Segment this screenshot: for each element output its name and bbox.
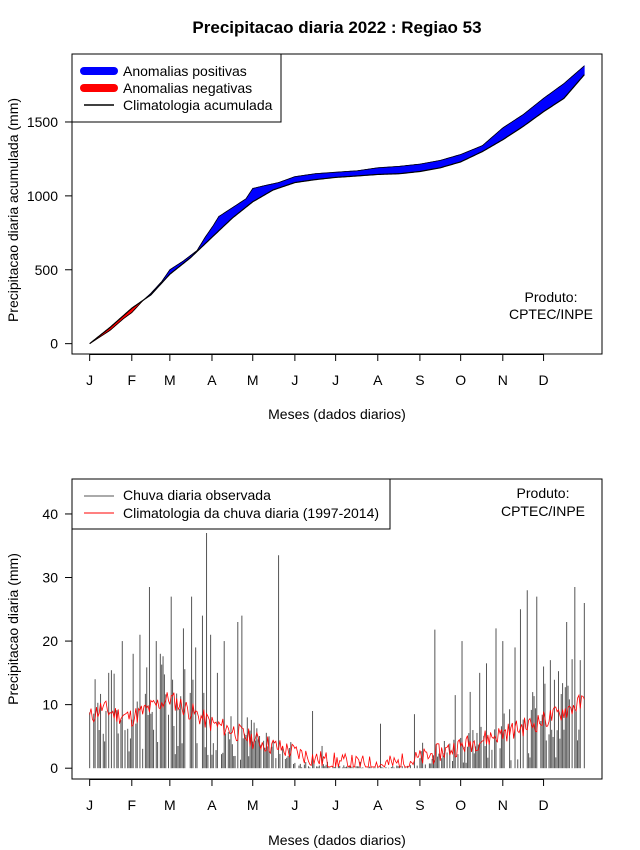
daily-x-tick-label: N — [498, 797, 508, 813]
cumulative-x-tick-label: D — [539, 372, 549, 388]
negative-anomaly-label: Anomalias negativas — [123, 80, 252, 96]
cumulative-x-tick-label: J — [291, 372, 298, 388]
daily-x-tick-label: J — [86, 797, 93, 813]
daily-x-tick-label: S — [415, 797, 424, 813]
daily-axes: J F M A M J J A S O N D 0 10 20 30 40 — [42, 506, 548, 813]
cumulative-x-axis-title: Meses (dados diarios) — [268, 406, 406, 422]
cumulative-y-tick-label: 1500 — [27, 114, 58, 130]
climatology-cumulative-line — [89, 74, 585, 345]
daily-x-tick-label: O — [455, 797, 466, 813]
chart-title: Precipitacao diaria 2022 : Regiao 53 — [192, 18, 481, 37]
daily-x-tick-label: M — [164, 797, 176, 813]
cumulative-credit-line-2: CPTEC/INPE — [509, 306, 593, 322]
daily-climatology-label: Climatologia da chuva diaria (1997-2014) — [123, 505, 379, 521]
daily-y-axis-title: Precipitacao diaria (mm) — [5, 553, 21, 705]
cumulative-x-tick-label: O — [455, 372, 466, 388]
positive-anomaly-label: Anomalias positivas — [123, 63, 247, 79]
cumulative-x-tick-label: A — [207, 372, 217, 388]
cumulative-climatology-label: Climatologia acumulada — [123, 97, 273, 113]
cumulative-y-tick-label: 0 — [50, 336, 58, 352]
daily-climatology-line — [89, 692, 585, 768]
cumulative-x-tick-label: N — [498, 372, 508, 388]
daily-x-tick-label: A — [373, 797, 383, 813]
daily-plot-area — [89, 533, 585, 769]
daily-y-tick-label: 10 — [42, 697, 58, 713]
daily-y-tick-label: 40 — [42, 506, 58, 522]
cumulative-x-tick-label: J — [86, 372, 93, 388]
cumulative-x-tick-label: J — [332, 372, 339, 388]
cumulative-panel: J F M A M J J A S O N D 0 500 1000 1500 Meses (dados di… — [5, 53, 603, 422]
daily-x-tick-label: J — [332, 797, 339, 813]
daily-panel: J F M A M J J A S O N D 0 10 20 30 40 Meses (dados diari… — [5, 478, 603, 848]
cumulative-x-tick-label: S — [415, 372, 424, 388]
daily-credit-line-2: CPTEC/INPE — [501, 503, 585, 519]
daily-x-axis-title: Meses (dados diarios) — [268, 832, 406, 848]
daily-x-tick-label: M — [247, 797, 259, 813]
daily-x-tick-label: A — [207, 797, 217, 813]
cumulative-axes: J F M A M J J A S O N D 0 500 1000 1500 — [27, 114, 549, 388]
cumulative-y-tick-label: 1000 — [27, 188, 58, 204]
daily-y-tick-label: 0 — [50, 760, 58, 776]
cumulative-x-tick-label: F — [128, 372, 137, 388]
daily-y-tick-label: 20 — [42, 633, 58, 649]
cumulative-x-tick-label: M — [164, 372, 176, 388]
daily-credit-line-1: Produto: — [517, 485, 570, 501]
cumulative-y-axis-title: Precipitacao diaria acumulada (mm) — [5, 98, 21, 322]
cumulative-x-tick-label: A — [373, 372, 383, 388]
observed-rain-label: Chuva diaria observada — [123, 487, 271, 503]
daily-legend: Chuva diaria observada Climatologia da c… — [71, 478, 391, 530]
cumulative-credit-line-1: Produto: — [525, 289, 578, 305]
daily-x-tick-label: D — [539, 797, 549, 813]
cumulative-legend: Anomalias positivas Anomalias negativas … — [71, 53, 282, 123]
daily-x-tick-label: J — [291, 797, 298, 813]
cumulative-plot-area — [89, 65, 585, 345]
daily-legend-box — [71, 478, 391, 530]
observed-cumulative-line — [89, 65, 585, 344]
cumulative-y-tick-label: 500 — [35, 262, 59, 278]
daily-x-tick-label: F — [128, 797, 137, 813]
daily-y-tick-label: 30 — [42, 570, 58, 586]
cumulative-x-tick-label: M — [247, 372, 259, 388]
